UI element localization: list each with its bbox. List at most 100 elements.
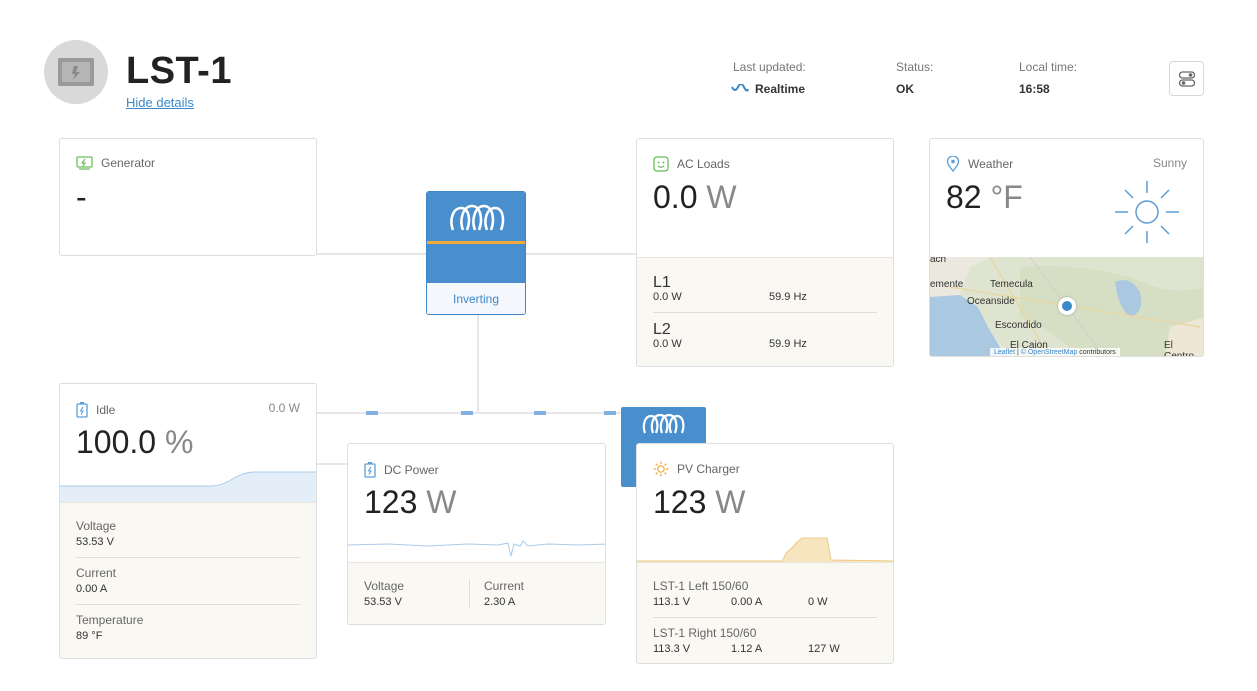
pv-charger-unit: W xyxy=(715,484,746,520)
charger-left-voltage: 113.1 V xyxy=(653,596,691,608)
location-marker-dot xyxy=(1062,301,1072,311)
leaflet-link[interactable]: Leaflet xyxy=(994,349,1016,356)
ac-loads-header: AC Loads xyxy=(653,156,730,172)
inverter-state: Inverting xyxy=(427,283,525,314)
attribution-text: contributors xyxy=(1077,349,1116,356)
map-attribution: Leaflet | © OpenStreetMap contributors xyxy=(990,348,1120,356)
pv-charger-card[interactable]: PV Charger 123 W LST-1 Left 150/60 113.1… xyxy=(636,443,894,664)
pv-power-chart xyxy=(637,537,893,562)
battery-soc-chart xyxy=(60,471,316,502)
generator-icon xyxy=(76,156,93,170)
weather-condition: Sunny xyxy=(1152,156,1187,170)
dc-power-unit: W xyxy=(426,484,457,520)
generator-header: Generator xyxy=(76,156,155,170)
phase-l2-name: L2 xyxy=(653,321,671,338)
sun-icon xyxy=(653,461,669,477)
current-label: Current xyxy=(76,566,117,580)
victron-logo-icon xyxy=(642,413,685,434)
last-updated-label: Last updated: xyxy=(733,60,806,74)
map-label-escondido: Escondido xyxy=(995,320,1042,331)
temperature-value: 89 °F xyxy=(76,630,103,642)
map-label-el-centro: El Centro xyxy=(1164,340,1195,357)
connector-inverter-dcbus xyxy=(477,315,479,413)
last-updated-text: Realtime xyxy=(755,82,806,96)
last-updated-value: Realtime xyxy=(731,82,805,96)
battery-soc-unit: % xyxy=(164,424,194,460)
pv-charger-header: PV Charger xyxy=(653,461,740,477)
location-marker[interactable] xyxy=(1058,297,1076,315)
dc-current-value: 2.30 A xyxy=(484,596,516,608)
phase-l2-power: 0.0 W xyxy=(653,338,682,350)
divider xyxy=(76,557,300,558)
ac-loads-title: AC Loads xyxy=(677,157,730,171)
dc-voltage-value: 53.53 V xyxy=(364,596,402,608)
weather-map[interactable]: emente ach Temecula Oceanside Escondido … xyxy=(930,257,1203,357)
dc-voltage-label: Voltage xyxy=(364,579,405,593)
dc-power-title: DC Power xyxy=(384,462,439,477)
divider xyxy=(469,579,470,609)
dcbus-flow-dots xyxy=(366,411,622,415)
pv-charger-details: LST-1 Left 150/60 113.1 V 0.00 A 0 W LST… xyxy=(637,562,893,663)
dc-current-label: Current xyxy=(484,579,525,593)
page-title: LST-1 xyxy=(126,50,232,92)
battery-card[interactable]: Idle 0.0 W 100.0 % Voltage 53.53 V Curre… xyxy=(59,383,317,659)
osm-link[interactable]: © OpenStreetMap xyxy=(1020,349,1078,356)
battery-state: Idle xyxy=(96,402,116,417)
ac-loads-value: 0.0 W xyxy=(653,179,737,216)
pv-charger-number: 123 xyxy=(653,484,707,520)
weather-header: Weather xyxy=(946,156,1013,172)
dc-power-value: 123 W xyxy=(364,484,456,521)
voltage-label: Voltage xyxy=(76,519,117,533)
temperature-number: 82 xyxy=(946,179,982,215)
hide-details-link[interactable]: Hide details xyxy=(126,95,194,110)
charger-right-current: 1.12 A xyxy=(731,643,763,655)
map-tiles xyxy=(930,257,1203,356)
generator-card[interactable]: Generator - xyxy=(59,138,317,256)
map-label-oceanside: Oceanside xyxy=(967,296,1015,307)
charger-right-voltage: 113.3 V xyxy=(653,643,691,655)
battery-icon xyxy=(76,402,88,418)
location-pin-icon xyxy=(946,156,960,172)
battery-icon xyxy=(364,462,376,478)
temperature-label: Temperature xyxy=(76,613,144,627)
status-value: OK xyxy=(896,82,914,96)
map-label-ach: ach xyxy=(930,257,947,265)
device-icon xyxy=(58,58,94,86)
local-time-value: 16:58 xyxy=(1019,82,1050,96)
weather-title: Weather xyxy=(968,157,1014,171)
connector-battery-dcpower xyxy=(316,463,348,465)
weather-card[interactable]: Weather Sunny 82 °F emente xyxy=(929,138,1204,357)
toggle-view-button[interactable] xyxy=(1169,61,1204,96)
phase-l2-frequency: 59.9 Hz xyxy=(769,338,807,350)
local-time-label: Local time: xyxy=(1019,60,1078,74)
inverter-stripe xyxy=(427,241,525,244)
dc-power-details: Voltage 53.53 V Current 2.30 A xyxy=(348,562,605,624)
charger-right-power: 127 W xyxy=(808,643,840,655)
ac-loads-card[interactable]: AC Loads 0.0 W L1 0.0 W 59.9 Hz L2 0.0 W… xyxy=(636,138,894,367)
outlet-icon xyxy=(653,156,669,172)
battery-soc-number: 100.0 xyxy=(76,424,157,460)
charger-left-power: 0 W xyxy=(808,596,828,608)
generator-title: Generator xyxy=(101,156,156,170)
phase-l1-frequency: 59.9 Hz xyxy=(769,291,807,303)
ac-loads-unit: W xyxy=(706,179,737,215)
inverter-panel xyxy=(427,192,525,284)
map-label-clemente: emente xyxy=(930,279,964,290)
dc-power-chart xyxy=(348,540,605,557)
victron-logo-icon xyxy=(450,204,505,231)
pv-charger-title: PV Charger xyxy=(677,462,740,476)
dc-power-header: DC Power xyxy=(364,461,439,478)
sun-icon xyxy=(1115,181,1179,243)
divider xyxy=(653,617,877,618)
battery-power: 0.0 W xyxy=(268,401,300,415)
generator-value: - xyxy=(76,179,87,215)
ac-loads-number: 0.0 xyxy=(653,179,698,215)
inverter-block[interactable]: Inverting xyxy=(426,191,526,315)
dc-power-card[interactable]: DC Power 123 W Voltage 53.53 V Current 2… xyxy=(347,443,606,625)
realtime-wave-icon xyxy=(731,84,749,92)
dc-power-number: 123 xyxy=(364,484,418,520)
site-avatar xyxy=(44,40,108,104)
charger-right-name: LST-1 Right 150/60 xyxy=(653,626,757,640)
battery-header: Idle xyxy=(76,401,115,418)
battery-soc: 100.0 % xyxy=(76,424,193,461)
